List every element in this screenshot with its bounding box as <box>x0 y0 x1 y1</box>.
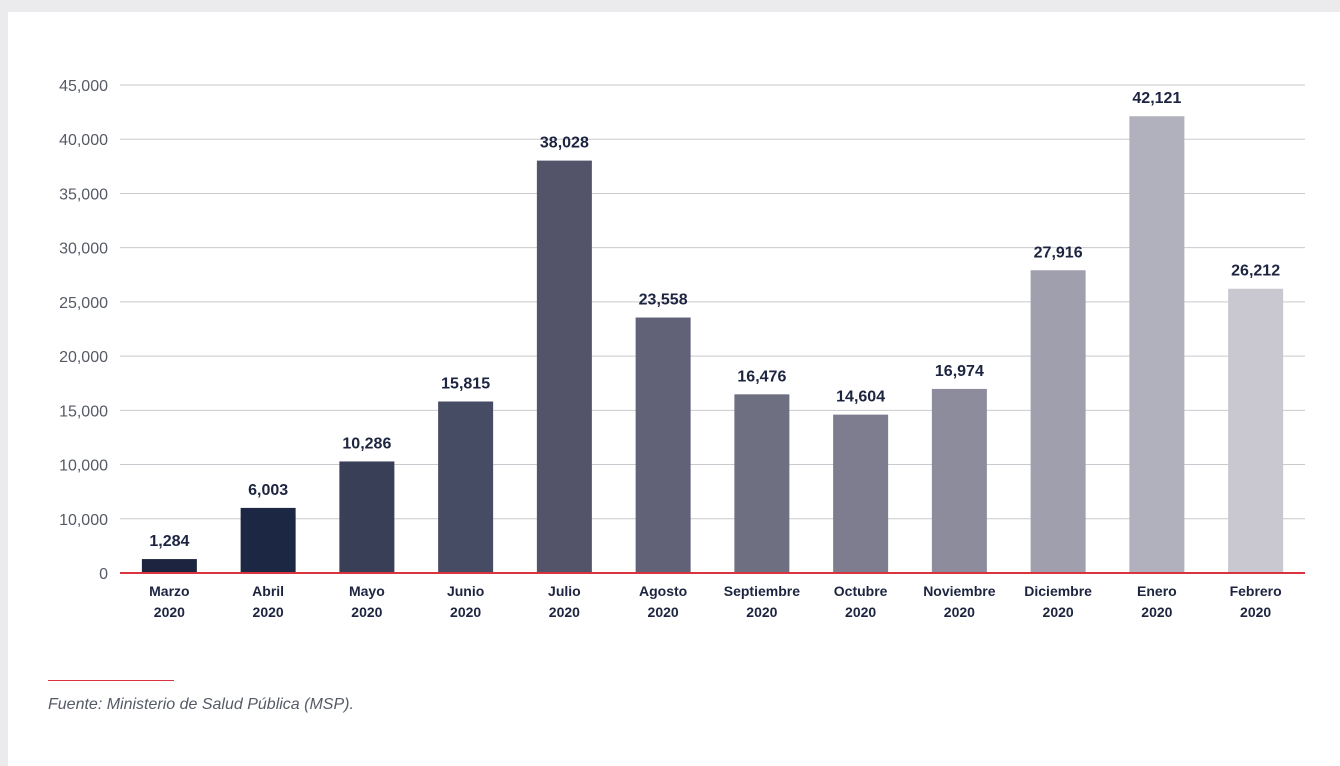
y-tick-label: 40,000 <box>59 132 108 149</box>
x-tick-label-year: 2020 <box>746 604 777 620</box>
x-tick-label: Noviembre <box>923 583 996 599</box>
bar-chart: 0 10,000 10,000 15,000 20,000 25,000 30,000 35,… <box>59 78 1305 620</box>
source-note: Fuente: Ministerio de Salud Pública (MSP… <box>48 696 354 713</box>
data-label: 1,284 <box>149 533 189 550</box>
data-label: 38,028 <box>540 135 589 152</box>
x-tick-label: Octubre <box>834 583 888 599</box>
data-label: 15,815 <box>441 375 490 392</box>
data-label: 16,476 <box>737 368 786 385</box>
x-tick-label: Marzo <box>149 583 189 599</box>
bars <box>141 116 1284 573</box>
bar <box>141 559 197 573</box>
y-tick-label: 45,000 <box>59 78 108 95</box>
bar <box>734 394 790 573</box>
data-label: 26,212 <box>1231 263 1280 280</box>
bar <box>635 317 691 573</box>
data-label: 14,604 <box>836 389 885 406</box>
x-tick-label-year: 2020 <box>253 604 284 620</box>
data-labels: 1,284 6,003 10,286 15,815 38,028 23,558 16,476… <box>149 90 1280 550</box>
bar <box>536 160 592 573</box>
x-tick-label-year: 2020 <box>351 604 382 620</box>
data-label: 10,286 <box>342 435 391 452</box>
bar <box>833 414 889 573</box>
x-tick-label-year: 2020 <box>648 604 679 620</box>
bar <box>1228 288 1284 573</box>
bar <box>1129 116 1185 573</box>
y-axis: 0 10,000 10,000 15,000 20,000 25,000 30,000 35,… <box>59 78 108 583</box>
x-tick-label-year: 2020 <box>1141 604 1172 620</box>
bar <box>438 401 494 573</box>
x-tick-label: Mayo <box>349 583 385 599</box>
y-tick-label: 30,000 <box>59 241 108 258</box>
x-tick-label: Enero <box>1137 583 1177 599</box>
y-tick-label: 0 <box>99 566 108 583</box>
data-label: 16,974 <box>935 363 984 380</box>
y-tick-label: 10,000 <box>59 458 108 475</box>
x-tick-label: Diciembre <box>1024 583 1092 599</box>
x-tick-label-year: 2020 <box>450 604 481 620</box>
x-tick-label-year: 2020 <box>1043 604 1074 620</box>
x-axis: Marzo 2020 Abril 2020 Mayo 2020 Junio 2020 Julio… <box>120 572 1305 620</box>
bar <box>1030 270 1086 573</box>
x-tick-label-year: 2020 <box>1240 604 1271 620</box>
y-tick-label: 15,000 <box>59 403 108 420</box>
bar <box>339 461 395 573</box>
x-tick-label: Agosto <box>639 583 687 599</box>
x-tick-label: Junio <box>447 583 484 599</box>
bar <box>240 507 296 573</box>
x-tick-label-year: 2020 <box>845 604 876 620</box>
data-label: 42,121 <box>1132 90 1181 107</box>
gridlines <box>120 84 1305 520</box>
data-label: 27,916 <box>1034 244 1083 261</box>
x-tick-label-year: 2020 <box>549 604 580 620</box>
x-tick-label-year: 2020 <box>154 604 185 620</box>
x-tick-label: Julio <box>548 583 581 599</box>
y-tick-label: 25,000 <box>59 295 108 312</box>
chart-card: 0 10,000 10,000 15,000 20,000 25,000 30,000 35,… <box>8 12 1340 766</box>
bar <box>931 388 987 573</box>
x-tick-label-year: 2020 <box>944 604 975 620</box>
data-label: 23,558 <box>639 292 688 309</box>
y-tick-label: 20,000 <box>59 349 108 366</box>
source-rule <box>48 680 174 681</box>
data-label: 6,003 <box>248 482 288 499</box>
y-tick-label: 35,000 <box>59 186 108 203</box>
y-tick-label: 10,000 <box>59 512 108 529</box>
x-tick-label: Febrero <box>1230 583 1282 599</box>
x-tick-label: Septiembre <box>724 583 800 599</box>
x-tick-label: Abril <box>252 583 284 599</box>
